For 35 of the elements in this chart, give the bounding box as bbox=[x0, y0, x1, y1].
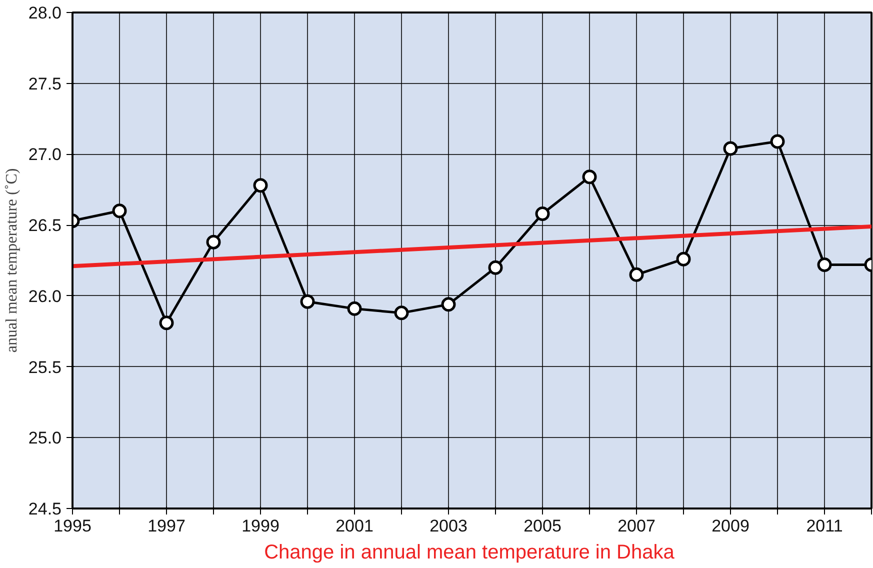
y-tick-label: 25.5 bbox=[28, 358, 62, 377]
point bbox=[159, 316, 174, 330]
x-tick-label: 2011 bbox=[806, 516, 843, 536]
y-tick-label: 26.0 bbox=[28, 286, 62, 306]
text: Change in annual mean temperature in Dhaka bbox=[264, 542, 676, 564]
point bbox=[206, 234, 221, 250]
x-tick-label: 2003 bbox=[430, 516, 468, 536]
point bbox=[723, 141, 738, 156]
point bbox=[535, 206, 550, 221]
point bbox=[582, 170, 597, 184]
x-tick-label: 1999 bbox=[242, 516, 280, 536]
point bbox=[629, 267, 644, 282]
y-tick-label: 27.5 bbox=[28, 74, 62, 94]
y-tick-label: 26.5 bbox=[28, 216, 62, 236]
point bbox=[112, 204, 127, 218]
x-tick-label: 1995 bbox=[54, 516, 92, 536]
y-axis-title: anual mean temperature (˚C) bbox=[3, 168, 20, 353]
x-tick-label: 2005 bbox=[524, 516, 562, 536]
point bbox=[347, 301, 362, 316]
point bbox=[488, 260, 503, 275]
point bbox=[817, 258, 832, 272]
point bbox=[441, 297, 456, 312]
y-tick-label: 25.0 bbox=[28, 428, 62, 448]
x-tick-label: 1997 bbox=[148, 516, 186, 536]
point bbox=[394, 306, 409, 320]
x-tick-label: 2007 bbox=[618, 516, 656, 536]
y-tick-label: 24.5 bbox=[28, 500, 62, 518]
point bbox=[770, 134, 785, 149]
y-tick-label: 27.0 bbox=[28, 145, 62, 164]
point bbox=[676, 252, 691, 266]
point bbox=[253, 178, 268, 193]
y-tick-label: 28.0 bbox=[28, 4, 62, 22]
x-tick-label: 2001 bbox=[336, 516, 374, 536]
point bbox=[300, 294, 315, 309]
x-tick-label: 2009 bbox=[712, 516, 750, 536]
